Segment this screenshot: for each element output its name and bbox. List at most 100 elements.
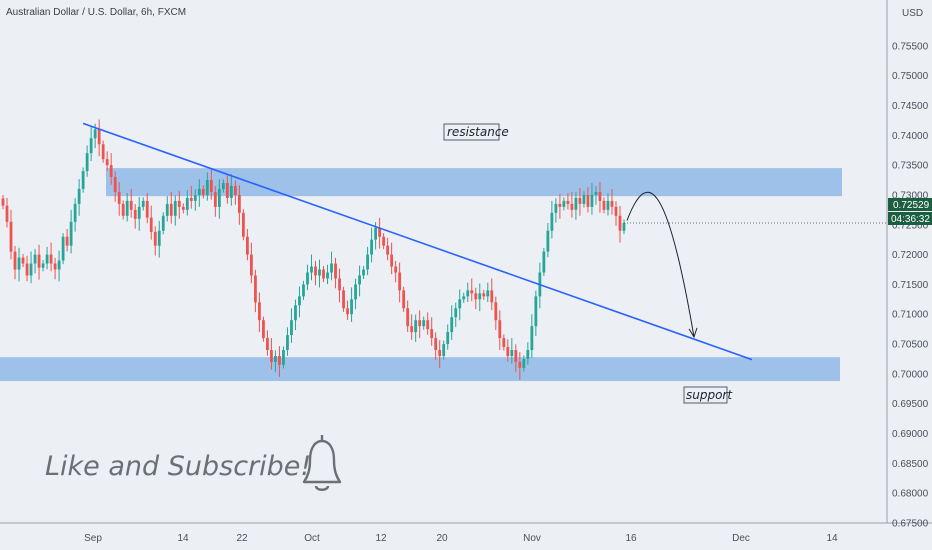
candle-body (358, 275, 361, 285)
candle-body (129, 200, 133, 210)
candle-body (149, 217, 153, 232)
time-tick-label: 22 (236, 533, 248, 544)
candle-body (137, 206, 141, 219)
candle-body (290, 320, 293, 336)
candle-body (438, 350, 442, 356)
candle-body (386, 245, 390, 255)
candle-body (53, 263, 57, 270)
price-tick-label: 0.71500 (892, 280, 929, 291)
candle-body (254, 275, 257, 303)
countdown-tag[interactable]: 04:36:32 (888, 212, 932, 225)
candle-body (366, 254, 369, 270)
time-axis-labels: Sep 14 22 Oct 12 20 Nov 16 Dec 14 (84, 533, 838, 544)
candle-body (546, 230, 550, 252)
candle-body (258, 302, 261, 321)
candle-body (225, 183, 229, 198)
candle-body (590, 194, 594, 207)
candle-body (542, 251, 546, 273)
candle-body (482, 293, 486, 297)
candle-body (221, 183, 225, 189)
candle-body (73, 203, 77, 222)
candle-body (97, 129, 101, 145)
candle-body (406, 308, 410, 327)
price-axis-labels: 0.75500 0.75000 0.74500 0.74000 0.73500 0.730… (892, 41, 929, 529)
currency-label[interactable]: USD (902, 8, 923, 19)
last-price: 0.72529 (893, 200, 930, 211)
candle-body (570, 203, 574, 210)
time-tick-label: 14 (177, 533, 189, 544)
candle-body (586, 194, 590, 207)
candle-body (205, 180, 209, 195)
candle-body (45, 254, 49, 264)
lines-layer (82, 122, 887, 361)
price-tick-label: 0.73500 (892, 161, 929, 172)
candle-body (165, 203, 169, 216)
candle-body (326, 272, 329, 279)
candle-body (57, 260, 61, 270)
candle-body (330, 263, 333, 273)
candle-body (470, 290, 474, 294)
candle-body (374, 227, 377, 240)
support-zone[interactable] (0, 357, 840, 382)
trendline[interactable] (82, 122, 753, 361)
last-price-tag[interactable]: 0.72529 (888, 198, 932, 211)
candle-body (105, 159, 109, 166)
candle-body (338, 278, 341, 291)
candle-body (502, 338, 506, 348)
candle-body (346, 308, 349, 315)
resistance-zone[interactable] (106, 168, 842, 197)
candle-body (189, 197, 193, 201)
plot-area[interactable] (0, 0, 887, 523)
resistance-label: resistance (447, 125, 509, 139)
candle-body (25, 263, 29, 276)
candle-body (350, 299, 353, 315)
candle-body (41, 263, 45, 268)
price-tick-label: 0.68500 (892, 459, 929, 470)
price-axis-panel[interactable] (887, 0, 932, 523)
price-tick-label: 0.72500 (892, 220, 929, 231)
candle-body (169, 203, 173, 216)
support-label-box: support (683, 386, 733, 404)
candle-body (414, 320, 418, 333)
candle-body (506, 347, 510, 356)
candle-body (498, 320, 502, 339)
candle-body (177, 200, 181, 207)
candle-body (270, 350, 273, 362)
candle-body (490, 290, 494, 303)
candle-body (314, 266, 317, 276)
candle-body (245, 236, 249, 255)
candle-body (274, 355, 277, 362)
candle-body (370, 239, 373, 255)
candle-body (145, 200, 149, 218)
time-tick-label: Oct (304, 533, 320, 544)
candle-body (318, 269, 321, 276)
time-tick-label: Nov (523, 533, 541, 544)
candle-body (322, 269, 325, 279)
candle-body (430, 329, 434, 339)
candle-body (173, 200, 177, 216)
price-tick-label: 0.69500 (892, 399, 929, 410)
candle-body (213, 191, 217, 207)
time-tick-label: 20 (436, 533, 448, 544)
candle-body (342, 290, 345, 309)
candle-body (462, 296, 466, 300)
candle-body (354, 284, 357, 300)
candle-body (125, 200, 129, 216)
candle-body (442, 344, 446, 356)
candle-body (418, 320, 422, 327)
candle-body (278, 355, 281, 365)
candle-body (554, 203, 558, 213)
candle-body (390, 254, 394, 267)
time-tick-label: 12 (375, 533, 387, 544)
candle-body (562, 200, 566, 207)
projection-path[interactable] (626, 191, 695, 337)
candle-body (85, 153, 89, 172)
candle-body (9, 221, 13, 252)
time-axis-panel[interactable] (0, 523, 932, 550)
support-label: support (686, 388, 733, 402)
candle-body (77, 188, 81, 204)
projection-arrowhead (688, 327, 698, 339)
candle-body (117, 191, 121, 204)
